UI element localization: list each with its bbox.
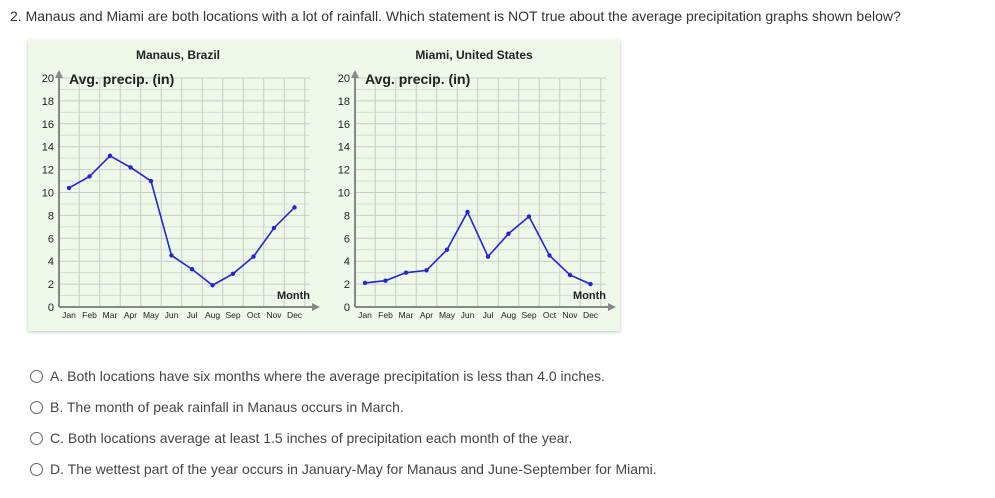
y-tick-label: 16: [338, 119, 350, 131]
x-tick-label: Jul: [187, 310, 198, 320]
y-tick-label: 8: [344, 210, 350, 222]
y-tick-label: 10: [42, 188, 54, 200]
option-label: B. The month of peak rainfall in Manaus …: [50, 399, 404, 415]
data-point: [210, 283, 215, 288]
data-point: [403, 270, 409, 275]
y-tick-label: 12: [42, 165, 54, 177]
option-a[interactable]: A. Both locations have six months where …: [30, 368, 605, 384]
chart-title: Miami, United States: [415, 48, 533, 62]
y-tick-label: 16: [42, 119, 54, 131]
y-tick-label: 20: [42, 73, 54, 85]
x-axis-arrow-icon: [608, 303, 616, 311]
data-point: [230, 271, 236, 276]
data-point: [292, 205, 297, 210]
x-tick-label: Jan: [358, 310, 372, 320]
series-line: [68, 154, 296, 287]
data-point: [567, 272, 573, 278]
radio-icon[interactable]: [30, 400, 43, 414]
x-tick-label: Jan: [62, 310, 76, 320]
x-tick-label: Aug: [501, 310, 516, 320]
y-tick-label: 0: [344, 302, 350, 314]
x-tick-label: Sep: [521, 310, 536, 320]
x-tick-label: Apr: [420, 310, 433, 320]
data-point: [169, 253, 174, 258]
y-tick-label: 2: [344, 279, 350, 291]
y-tick-label: 12: [338, 165, 350, 177]
x-axis-arrow-icon: [312, 303, 320, 311]
x-axis-label: Month: [573, 290, 606, 302]
miami-chart: Miami, United States Avg. precip. (in) Mon…: [338, 48, 616, 320]
x-tick-label: Feb: [378, 310, 393, 320]
x-axis-label: Month: [277, 290, 310, 302]
x-tick-label: Nov: [562, 310, 578, 320]
data-point: [526, 214, 532, 219]
data-point: [189, 267, 195, 272]
data-point: [362, 280, 368, 286]
option-c[interactable]: C. Both locations average at least 1.5 i…: [30, 430, 572, 446]
radio-icon[interactable]: [30, 369, 43, 383]
data-point: [506, 231, 511, 236]
y-tick-label: 14: [338, 142, 350, 154]
manaus-chart: Manaus, Brazil Avg. precip. (in) Month 0 2 4 6…: [42, 48, 320, 320]
data-point: [547, 253, 552, 258]
y-tick-label: 4: [48, 256, 54, 268]
y-axis-label: Avg. precip. (in): [365, 71, 470, 87]
y-tick-label: 8: [48, 210, 54, 222]
y-tick-label: 2: [48, 279, 54, 291]
y-axis-label: Avg. precip. (in): [69, 71, 174, 87]
data-point: [251, 254, 256, 259]
x-tick-label: May: [143, 310, 160, 320]
question-text: 2. Manaus and Miami are both locations w…: [10, 8, 901, 24]
x-tick-label: Nov: [266, 310, 282, 320]
option-label: C. Both locations average at least 1.5 i…: [50, 430, 573, 446]
x-tick-label: Apr: [124, 310, 137, 320]
y-axis-arrow-icon: [351, 70, 359, 78]
data-point: [107, 153, 113, 159]
y-tick-label: 14: [42, 142, 54, 154]
option-label: A. Both locations have six months where …: [50, 368, 605, 384]
chart-title: Manaus, Brazil: [136, 48, 220, 62]
x-tick-label: Feb: [82, 310, 97, 320]
data-point: [485, 254, 491, 259]
data-point: [444, 247, 450, 252]
x-tick-label: Jul: [483, 310, 494, 320]
y-tick-label: 6: [344, 233, 350, 245]
data-point: [588, 281, 593, 287]
y-tick-label: 6: [48, 233, 54, 245]
y-tick-label: 10: [338, 188, 350, 200]
radio-icon[interactable]: [30, 462, 43, 476]
x-tick-label: Sep: [225, 310, 240, 320]
series-line: [364, 210, 591, 285]
x-tick-label: Aug: [205, 310, 220, 320]
data-point: [128, 165, 133, 170]
x-tick-label: Jun: [165, 310, 179, 320]
data-point: [383, 278, 388, 283]
y-tick-label: 18: [42, 96, 54, 108]
radio-icon[interactable]: [30, 431, 43, 445]
data-point: [424, 268, 429, 273]
option-label: D. The wettest part of the year occurs i…: [50, 461, 657, 477]
x-tick-label: Oct: [247, 310, 261, 320]
data-point: [148, 178, 154, 184]
x-tick-label: May: [439, 310, 456, 320]
y-tick-label: 4: [344, 256, 350, 268]
y-tick-label: 20: [338, 73, 350, 85]
y-tick-label: 0: [48, 302, 54, 314]
charts-panel: Manaus, Brazil Avg. precip. (in) Month 0 2 4 6…: [28, 40, 620, 331]
data-point: [465, 209, 470, 215]
data-point: [66, 185, 72, 191]
x-tick-label: Mar: [399, 310, 414, 320]
x-tick-label: Mar: [103, 310, 118, 320]
x-tick-label: Oct: [543, 310, 557, 320]
y-axis-arrow-icon: [55, 70, 63, 78]
option-b[interactable]: B. The month of peak rainfall in Manaus …: [30, 399, 404, 415]
data-point: [271, 225, 277, 231]
y-tick-label: 18: [338, 96, 350, 108]
data-point: [87, 174, 92, 179]
x-tick-label: Dec: [287, 310, 303, 320]
x-tick-label: Dec: [583, 310, 599, 320]
option-d[interactable]: D. The wettest part of the year occurs i…: [30, 461, 657, 477]
x-tick-label: Jun: [461, 310, 475, 320]
